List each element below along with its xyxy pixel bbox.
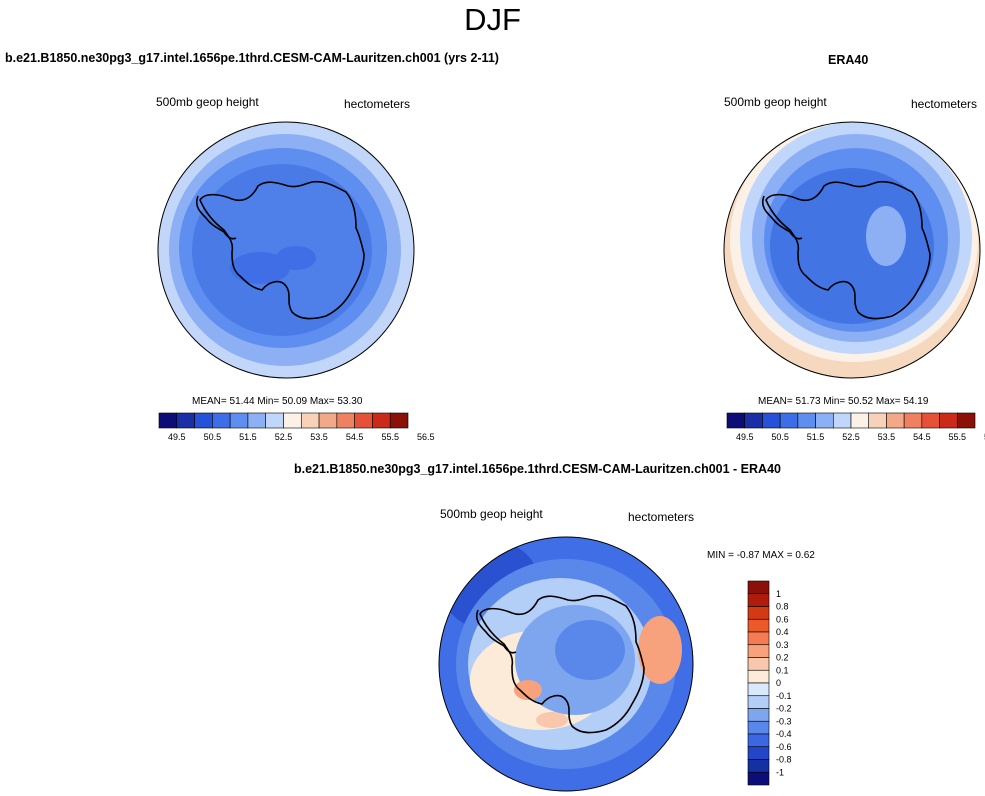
model-colorbar-tick-label: 55.5: [381, 432, 399, 442]
diff-map: [439, 537, 693, 791]
era40-colorbar-box: [868, 412, 887, 429]
model-colorbar-box: [336, 412, 355, 429]
diff-colorbar-tick-label: 0.8: [776, 602, 789, 612]
diff-panel-title: b.e21.B1850.ne30pg3_g17.intel.1656pe.1th…: [294, 462, 781, 476]
era40-panel-title: ERA40: [828, 53, 869, 67]
diff-colorbar-tick-label: 0.4: [776, 627, 789, 637]
model-colorbar-box: [318, 412, 338, 429]
model-colorbar-tick-label: 54.5: [346, 432, 364, 442]
era40-colorbar-tick-label: 53.5: [878, 432, 896, 442]
model-variable-label: 500mb geop height: [156, 95, 259, 109]
era40-colorbar-tick-label: 51.5: [807, 432, 825, 442]
model-map-frame: [157, 121, 415, 379]
diff-colorbar-box: [747, 759, 770, 773]
diff-colorbar-box: [747, 644, 770, 658]
era40-colorbar-box: [939, 412, 958, 429]
diff-colorbar-box: [747, 593, 770, 607]
diff-colorbar-tick-label: 0: [776, 678, 781, 688]
diff-colorbar-box: [747, 669, 770, 684]
diff-colorbar-box: [747, 746, 770, 760]
diff-colorbar-box: [747, 618, 770, 633]
diff-colorbar-tick-label: -0.2: [776, 704, 792, 714]
model-colorbar-tick-label: 49.5: [168, 432, 186, 442]
model-colorbar: 49.5 50.5 51.5 52.5 53.5 54.5 55.5 56.5: [158, 412, 435, 442]
era40-variable-label: 500mb geop height: [724, 95, 827, 109]
model-stats: MEAN= 51.44 Min= 50.09 Max= 53.30: [192, 396, 363, 407]
model-units-label: hectometers: [344, 97, 411, 111]
diff-colorbar-box: [747, 695, 770, 709]
diff-colorbar-box: [747, 657, 770, 671]
diff-variable-label: 500mb geop height: [440, 507, 543, 521]
era40-colorbar-box: [762, 412, 781, 429]
era40-colorbar-box: [850, 412, 870, 429]
diff-colorbar-tick-label: -0.1: [776, 691, 792, 701]
model-panel-title: b.e21.B1850.ne30pg3_g17.intel.1656pe.1th…: [5, 51, 499, 65]
era40-colorbar-tick-label: 50.5: [771, 432, 789, 442]
era40-colorbar-box: [744, 412, 763, 429]
model-colorbar-box: [212, 412, 231, 429]
model-colorbar-box: [389, 412, 409, 429]
diff-stats: MIN = -0.87 MAX = 0.62: [707, 550, 815, 561]
model-colorbar-tick-label: 50.5: [204, 432, 222, 442]
diff-colorbar-tick-label: 0.3: [776, 640, 789, 650]
era40-colorbar-tick-label: 49.5: [736, 432, 754, 442]
era40-colorbar-tick-label: 56.5: [984, 432, 985, 442]
diff-colorbar-tick-label: -0.6: [776, 742, 792, 752]
model-colorbar-box: [283, 412, 302, 429]
diff-colorbar-box: [747, 708, 770, 722]
era40-colorbar-tick-label: 54.5: [913, 432, 931, 442]
model-colorbar-box: [176, 412, 195, 429]
era40-colorbar: 49.5 50.5 51.5 52.5 53.5 54.5 55.5 56.5: [726, 412, 985, 442]
era40-colorbar-tick-label: 52.5: [842, 432, 860, 442]
diff-colorbar-tick-label: 0.1: [776, 665, 789, 675]
diff-colorbar-box: [747, 682, 770, 697]
model-colorbar-box: [229, 412, 249, 429]
era40-colorbar-box: [956, 412, 976, 429]
diff-colorbar-box: [747, 580, 770, 595]
diff-colorbar-box: [747, 771, 770, 786]
model-colorbar-tick-label: 53.5: [310, 432, 328, 442]
diff-colorbar-tick-label: 0.6: [776, 614, 789, 624]
era40-colorbar-box: [832, 412, 852, 429]
model-colorbar-box: [354, 412, 373, 429]
model-colorbar-box: [158, 412, 178, 429]
model-colorbar-box: [194, 412, 213, 429]
era40-colorbar-box: [726, 412, 746, 429]
diff-colorbar-tick-label: 1: [776, 589, 781, 599]
diff-colorbar-box: [747, 606, 770, 620]
diff-colorbar-tick-label: -0.4: [776, 729, 792, 739]
era40-colorbar-box: [886, 412, 905, 429]
model-colorbar-box: [247, 412, 267, 429]
model-map: [158, 122, 414, 378]
diff-colorbar: 1 0.8 0.6 0.4 0.3 0.2 0.1 0 -0.1 -0.2 -0.3 -0.4 -0.6…: [747, 580, 792, 786]
era40-stats: MEAN= 51.73 Min= 50.52 Max= 54.19: [758, 396, 929, 407]
era40-colorbar-box: [797, 412, 816, 429]
model-colorbar-tick-label: 52.5: [275, 432, 293, 442]
model-colorbar-tick-label: 56.5: [417, 432, 435, 442]
diff-colorbar-tick-label: -0.8: [776, 755, 792, 765]
era40-colorbar-box: [815, 412, 834, 429]
era40-colorbar-box: [921, 412, 940, 429]
era40-colorbar-box: [903, 412, 923, 429]
diff-colorbar-box: [747, 720, 770, 735]
era40-map: [724, 122, 980, 378]
model-colorbar-box: [300, 412, 320, 429]
model-colorbar-tick-label: 51.5: [239, 432, 257, 442]
diff-map-frame: [438, 536, 694, 792]
diff-colorbar-tick-label: -1: [776, 767, 784, 777]
model-colorbar-box: [265, 412, 284, 429]
diff-colorbar-box: [747, 733, 770, 748]
era40-colorbar-box: [779, 412, 799, 429]
model-colorbar-box: [372, 412, 391, 429]
era40-map-frame: [723, 121, 981, 379]
figure-title: DJF: [464, 2, 521, 37]
era40-units-label: hectometers: [911, 97, 978, 111]
era40-colorbar-tick-label: 55.5: [949, 432, 967, 442]
diff-colorbar-tick-label: 0.2: [776, 653, 789, 663]
diff-colorbar-box: [747, 631, 770, 646]
diff-colorbar-tick-label: -0.3: [776, 716, 792, 726]
diff-units-label: hectometers: [628, 510, 695, 524]
